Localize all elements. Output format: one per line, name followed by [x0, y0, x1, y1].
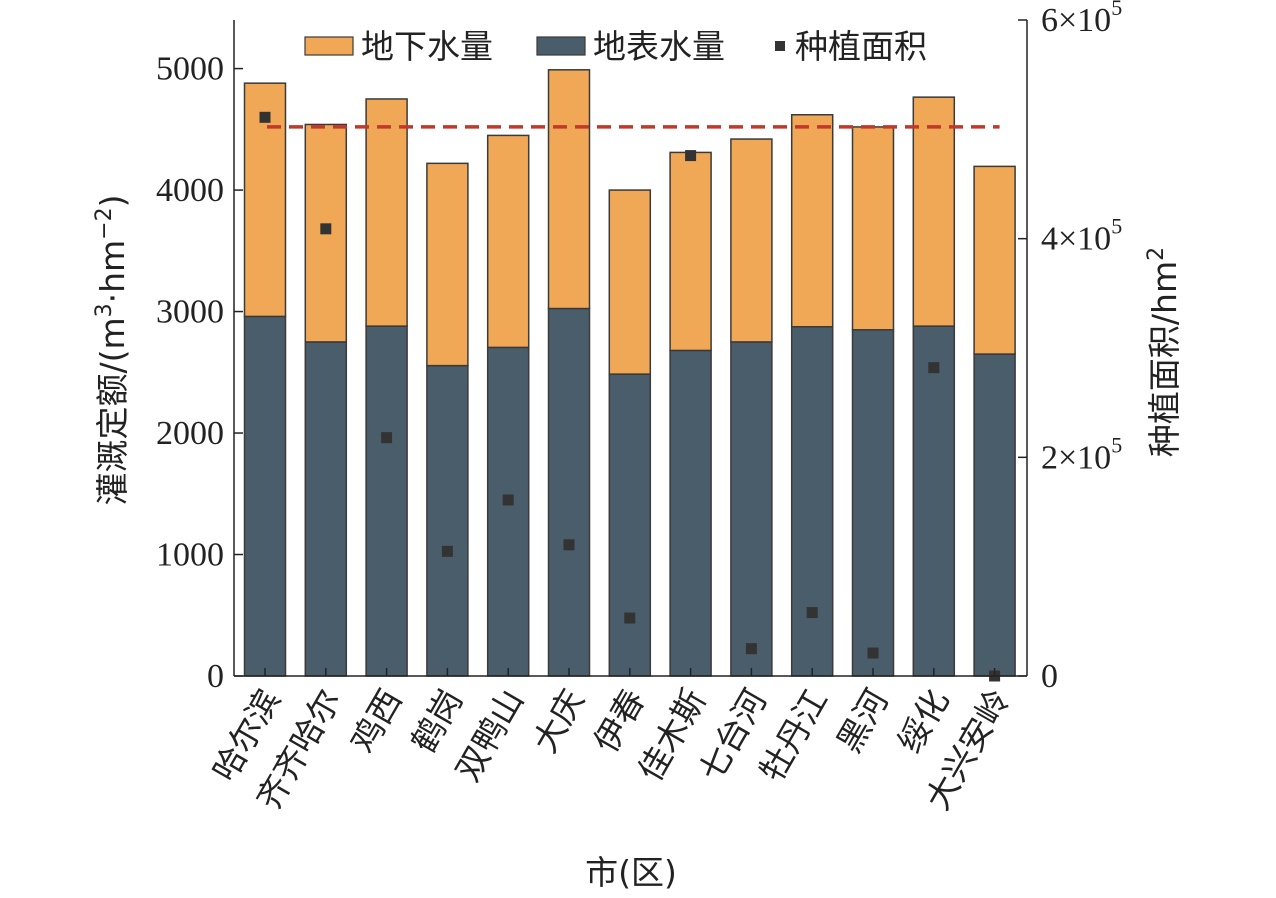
planting-area-marker [259, 111, 271, 123]
y-title-sup2: −2 [92, 207, 117, 239]
bar-surface-water [304, 341, 348, 677]
planting-area-marker [563, 539, 575, 551]
bar-ground-water [608, 189, 652, 375]
y2-tick-label: 0 [1041, 658, 1058, 695]
bar-ground-water [790, 114, 834, 328]
x-axis-title: 市(区) [585, 853, 677, 892]
y2-title-sup: 2 [1144, 247, 1169, 261]
planting-area-marker [624, 612, 636, 624]
legend-label: 地表水量 [593, 27, 725, 66]
bar-surface-water [912, 325, 956, 677]
bars-layer [243, 69, 1016, 677]
bar-ground-water [730, 138, 773, 343]
legend: 地下水量 地表水量 种植面积 [304, 27, 927, 66]
bar-surface-water [669, 349, 712, 677]
y2-tick-exponent: 5 [1111, 432, 1122, 457]
y2-tick-exponent: 5 [1111, 0, 1122, 20]
bar-surface-water [973, 353, 1016, 677]
bar-surface-water [851, 329, 895, 677]
y-tick-label: 4000 [156, 172, 224, 209]
y2-axis-title: 种植面积/hm2 [1144, 247, 1184, 457]
legend-label: 种植面积 [795, 27, 927, 66]
bar-surface-water [486, 346, 530, 677]
y-tick-label: 1000 [156, 537, 224, 574]
planting-area-marker [381, 432, 393, 444]
planting-area-marker [502, 494, 514, 506]
y-title-suffix: ) [93, 194, 132, 207]
bar-surface-water [608, 373, 652, 677]
bar-ground-water [973, 165, 1016, 355]
x-category-label: 鸡西 [343, 683, 410, 760]
bar-surface-water [790, 325, 834, 677]
y-title-prefix: 灌溉定额/(m [93, 317, 132, 505]
bar-ground-water [669, 151, 712, 352]
bar-ground-water [912, 96, 956, 327]
x-category-label: 黑河 [829, 683, 896, 760]
planting-area-marker [745, 643, 757, 655]
planting-area-marker [867, 647, 879, 659]
planting-area-marker [685, 150, 697, 162]
bar-ground-water [547, 69, 591, 310]
bar-ground-water [851, 126, 895, 331]
y2-tick-label: 6×105 [1041, 0, 1122, 39]
planting-area-marker [441, 545, 453, 557]
planting-area-marker [806, 607, 818, 619]
bar-ground-water [365, 98, 408, 327]
legend-marker [775, 41, 785, 51]
bar-surface-water [243, 315, 287, 677]
legend-label: 地下水量 [361, 27, 493, 66]
y-title-mid: ·hm [93, 240, 132, 304]
planting-area-marker [928, 362, 940, 374]
axis-labels-layer: 灌溉定额/(m3·hm−2) 种植面积/hm2 市(区) [92, 194, 1184, 892]
x-category-label: 大庆 [525, 683, 592, 760]
legend-swatch [536, 36, 586, 56]
bar-surface-water [365, 325, 408, 677]
y2-tick-label: 4×105 [1041, 214, 1122, 258]
y-title-sup1: 3 [92, 303, 117, 317]
bar-surface-water [426, 364, 469, 677]
y-tick-label: 5000 [156, 51, 224, 88]
y2-title-prefix: 种植面积/hm [1145, 261, 1184, 457]
bar-ground-water [426, 162, 469, 367]
y-tick-label: 0 [207, 658, 224, 695]
y-tick-label: 3000 [156, 294, 224, 331]
bar-surface-water [547, 307, 591, 677]
y-axis-title: 灌溉定额/(m3·hm−2) [92, 194, 132, 505]
bar-surface-water [730, 341, 773, 677]
y-tick-label: 2000 [156, 415, 224, 452]
legend-swatch [304, 36, 354, 56]
y2-tick-label: 2×105 [1041, 432, 1122, 476]
bar-ground-water [486, 134, 530, 349]
y2-tick-exponent: 5 [1111, 214, 1122, 239]
planting-area-marker [320, 223, 332, 235]
